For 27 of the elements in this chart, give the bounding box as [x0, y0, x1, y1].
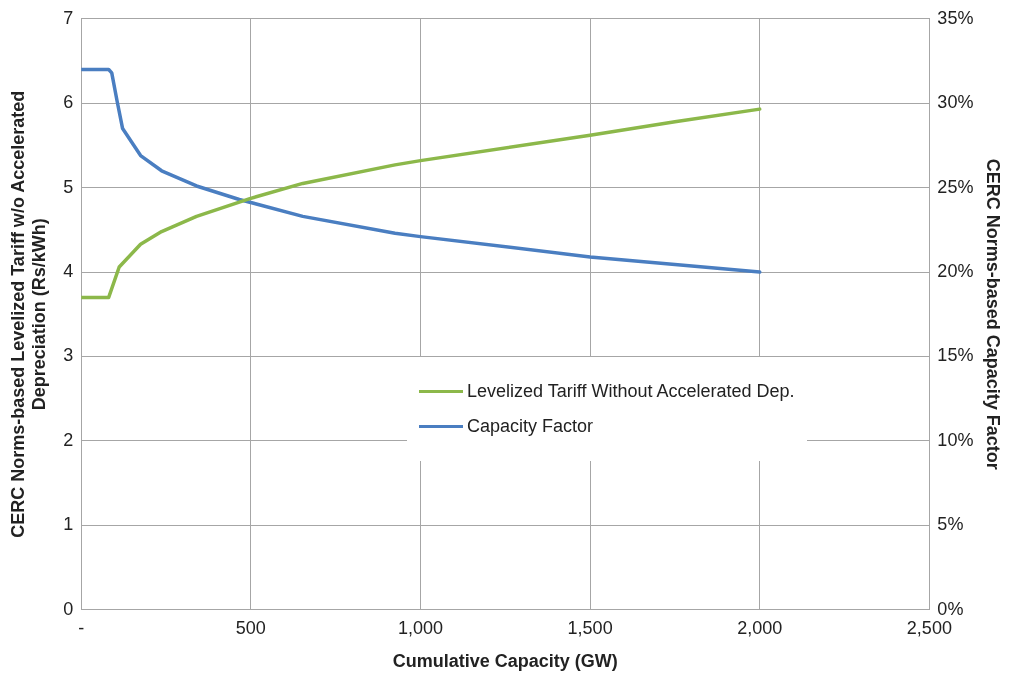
y-tick-label: 1 — [63, 514, 74, 535]
x-tick-label: 500 — [235, 617, 266, 638]
y-tick-label: 7 — [63, 7, 74, 28]
y-axis-title: CERC Norms-based Levelized Tariff w/o Accelerated Depreciation (Rs/kWh) — [7, 90, 50, 538]
y2-tick-label: 30% — [937, 92, 974, 113]
x-axis-title: Cumulative Capacity (GW) — [392, 651, 618, 672]
y2-tick-label: 25% — [937, 176, 974, 197]
y2-tick-label: 20% — [937, 261, 974, 282]
legend-label: Capacity Factor — [467, 415, 594, 437]
y-tick-label: 2 — [63, 429, 74, 450]
y2-tick-label: 15% — [937, 345, 974, 366]
y-tick-label: 4 — [63, 261, 74, 282]
y2-tick-label: 5% — [937, 514, 964, 535]
x-tick-label: 2,000 — [737, 617, 783, 638]
x-tick-label: - — [78, 617, 85, 638]
x-tick-label: 2,500 — [906, 617, 952, 638]
y2-axis-title: CERC Norms-based Capacity Factor — [983, 158, 1004, 470]
y2-tick-label: 35% — [937, 7, 974, 28]
x-tick-label: 1,000 — [397, 617, 443, 638]
y-tick-label: 0 — [63, 598, 74, 619]
x-tick-label: 1,500 — [567, 617, 613, 638]
y-tick-label: 5 — [63, 176, 74, 197]
y-tick-label: 6 — [63, 92, 74, 113]
y2-tick-label: 10% — [937, 429, 974, 450]
y2-tick-label: 0% — [937, 598, 964, 619]
y-tick-label: 3 — [63, 345, 74, 366]
legend-label: Levelized Tariff Without Accelerated Dep. — [467, 380, 795, 402]
